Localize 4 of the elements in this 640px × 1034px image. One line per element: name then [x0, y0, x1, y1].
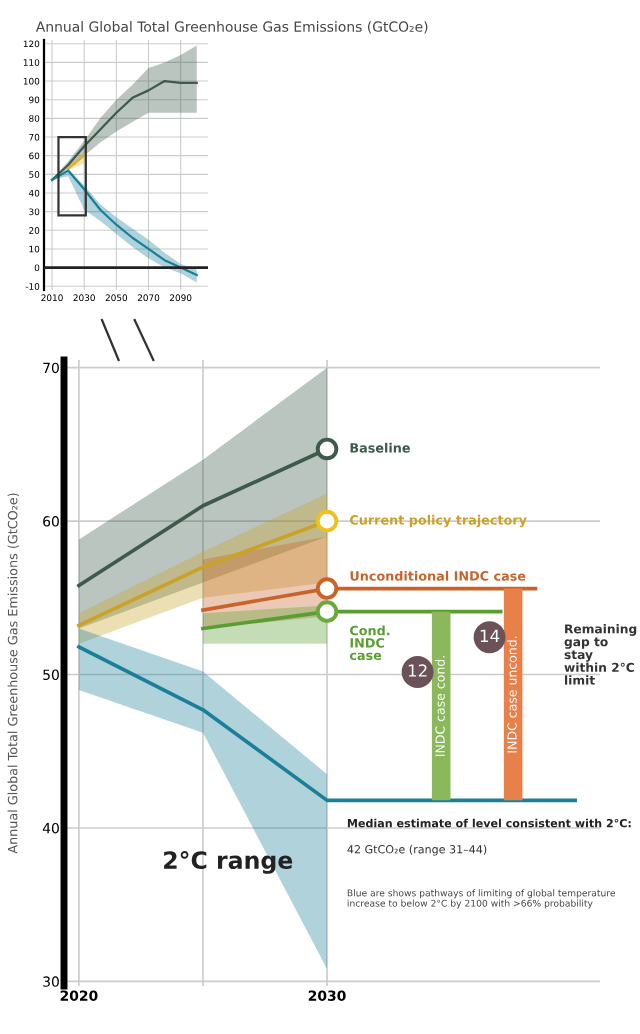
data-label: 14: [480, 629, 500, 642]
data-label: 12: [408, 664, 427, 677]
line-series: [50, 79, 198, 182]
annotation: 2°C range: [164, 851, 293, 874]
